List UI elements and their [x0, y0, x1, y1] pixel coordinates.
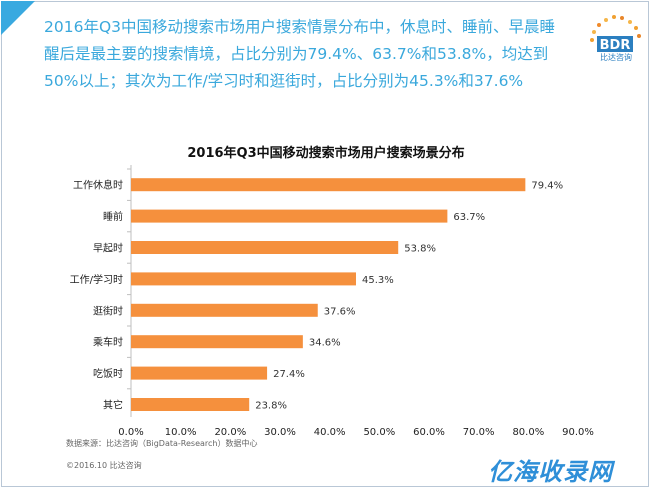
category-label: 乘车时 — [93, 336, 123, 349]
bar — [131, 241, 399, 254]
logo-text: BDR — [600, 38, 631, 53]
x-tick-label: 40.0% — [314, 427, 346, 438]
x-tick-label: 80.0% — [512, 427, 544, 438]
x-tick-label: 30.0% — [264, 427, 296, 438]
value-label: 27.4% — [273, 369, 305, 380]
x-tick-label: 90.0% — [562, 427, 594, 438]
category-label: 其它 — [103, 399, 123, 412]
value-label: 53.8% — [404, 244, 436, 255]
value-label: 45.3% — [362, 275, 394, 286]
value-label: 79.4% — [531, 181, 563, 192]
bar — [131, 209, 448, 223]
watermark-text: 亿海收录网 — [488, 458, 613, 486]
logo-subtitle: 比达咨询 — [600, 53, 632, 62]
category-label: 工作/学习时 — [70, 273, 123, 286]
bar-chart: 工作休息时 79.4% 睡前 63.7% 早起时 53.8% 工作/学习时 45.3% 逛街时 3… — [70, 165, 594, 438]
value-label: 34.6% — [309, 338, 341, 349]
x-tick-label: 0.0% — [118, 427, 143, 438]
bar — [131, 272, 356, 286]
x-tick-label: 50.0% — [363, 427, 395, 438]
copyright-note: ©2016.10 比达咨询 — [66, 461, 142, 470]
category-label: 工作休息时 — [73, 179, 123, 192]
bar — [131, 335, 303, 349]
x-tick-label: 10.0% — [165, 427, 197, 438]
value-label: 63.7% — [453, 212, 485, 223]
category-label: 逛街时 — [93, 304, 123, 317]
value-label: 37.6% — [324, 306, 356, 317]
corner-ribbon — [1, 1, 35, 35]
x-tick-label: 20.0% — [214, 427, 246, 438]
headline-text: 2016年Q3中国移动搜索市场用户搜索情景分布中，休息时、睡前、早晨睡醒后是最主… — [44, 18, 556, 90]
bar — [131, 398, 250, 411]
category-label: 睡前 — [103, 210, 123, 223]
chart-title: 2016年Q3中国移动搜索市场用户搜索场景分布 — [187, 146, 465, 161]
category-label: 早起时 — [93, 243, 123, 255]
logo-box — [597, 36, 633, 52]
category-label: 吃饭时 — [93, 367, 123, 380]
x-tick-label: 70.0% — [463, 427, 495, 438]
logo-dots-icon — [590, 15, 641, 42]
data-source: 数据来源：比达咨询（BigData-Research）数据中心 — [66, 439, 258, 448]
bar — [131, 303, 318, 317]
value-label: 23.8% — [255, 401, 287, 412]
x-tick-label: 60.0% — [413, 427, 445, 438]
bar — [131, 178, 526, 192]
bar — [131, 366, 268, 380]
bdr-logo: BDR — [590, 15, 641, 53]
